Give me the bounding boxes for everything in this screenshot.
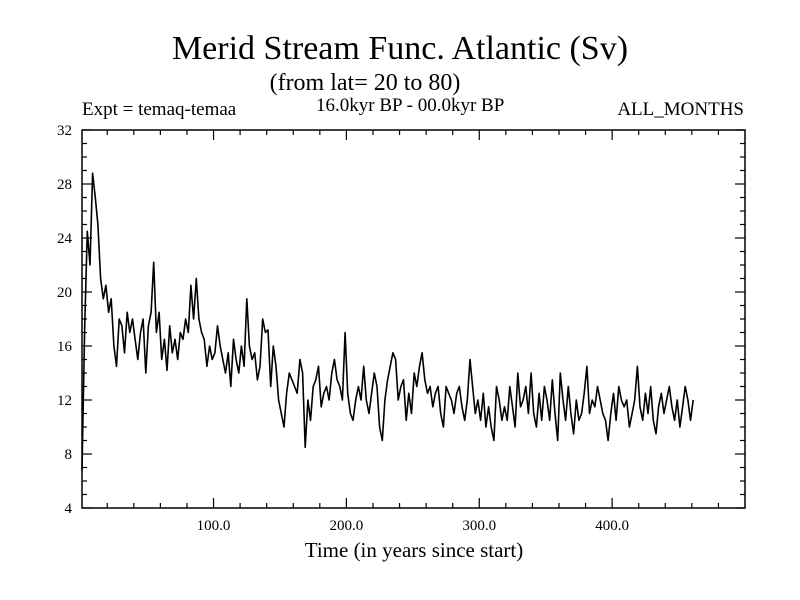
y-tick-label: 24 bbox=[57, 231, 73, 247]
y-tick-label: 16 bbox=[57, 339, 73, 355]
x-axis-label: Time (in years since start) bbox=[304, 538, 524, 562]
chart-title: Merid Stream Func. Atlantic (Sv) bbox=[171, 30, 629, 67]
x-tick-label: 100.0 bbox=[197, 518, 231, 534]
axis-ticks bbox=[82, 129, 745, 509]
tick-labels: 4 8 12 16 20 24 28 32 100.0 200.0 300.0 400.0 bbox=[57, 123, 629, 534]
y-tick-label: 28 bbox=[57, 177, 72, 193]
chart-subtitle: (from lat= 20 to 80) bbox=[269, 70, 461, 96]
series-line bbox=[81, 172, 694, 471]
months-label: ALL_MONTHS bbox=[617, 99, 744, 120]
period-label: 16.0kyr BP - 00.0kyr BP bbox=[316, 95, 505, 116]
y-tick-label: 32 bbox=[57, 123, 72, 139]
y-tick-label: 12 bbox=[57, 393, 72, 409]
x-tick-label: 200.0 bbox=[330, 518, 364, 534]
x-tick-label: 300.0 bbox=[462, 518, 496, 534]
plot-frame bbox=[81, 129, 746, 509]
y-tick-label: 8 bbox=[65, 447, 73, 463]
y-tick-label: 20 bbox=[57, 285, 72, 301]
x-tick-label: 400.0 bbox=[595, 518, 629, 534]
y-tick-label: 4 bbox=[65, 501, 73, 517]
experiment-label: Expt = temaq-temaa bbox=[82, 99, 237, 120]
